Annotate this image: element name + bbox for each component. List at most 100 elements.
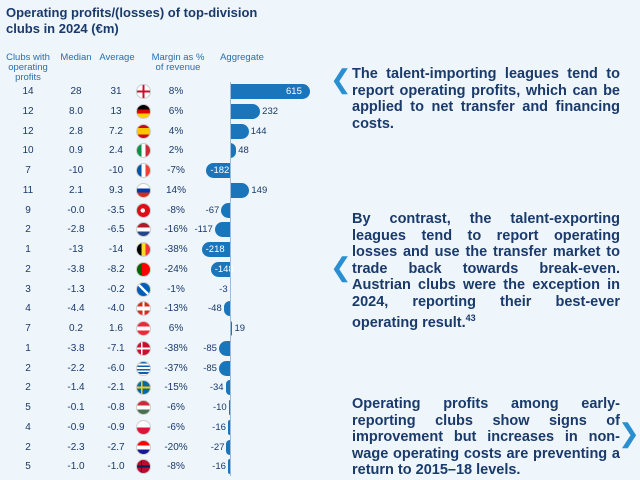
bar-label: -27 (210, 441, 225, 453)
average: -1.0 (107, 461, 125, 473)
median: 0.2 (69, 323, 83, 334)
margin: -8% (167, 204, 185, 216)
bar (218, 360, 230, 376)
margin: 8% (168, 86, 184, 97)
bar (210, 261, 230, 277)
average: 31 (110, 86, 122, 97)
margin: -16% (164, 224, 188, 236)
flag (136, 419, 151, 435)
arrow-left: ❮ (330, 64, 352, 94)
flag (136, 439, 151, 455)
bar (230, 123, 249, 139)
note: The talent-importing leagues tend to rep… (352, 66, 620, 132)
median: -1.0 (67, 461, 85, 473)
average: 2.4 (109, 145, 123, 157)
flag (136, 321, 151, 336)
clubs: 4 (25, 421, 31, 433)
margin: -15% (164, 382, 188, 394)
arrow-left: ❮ (330, 252, 352, 282)
median: -2.8 (67, 224, 85, 236)
median: -1.3 (67, 283, 85, 295)
note: By contrast, the talent-exporting league… (352, 211, 620, 331)
title: Operating profits/(losses) of top-divisi… (6, 5, 258, 36)
bar-label: 615 (286, 86, 302, 97)
average: -0.9 (107, 421, 125, 433)
average: -2.1 (107, 382, 125, 394)
median: 2.8 (69, 125, 83, 137)
bar (230, 143, 237, 159)
average: -14 (108, 244, 124, 255)
margin: 6% (168, 105, 184, 117)
median: -1.4 (67, 382, 85, 394)
note-text: The talent-importing leagues tend to rep… (352, 66, 620, 132)
bar (218, 340, 230, 356)
clubs: 3 (25, 283, 31, 295)
flag (136, 301, 151, 317)
margin: -6% (167, 421, 185, 433)
margin: 4% (168, 125, 184, 137)
flag (136, 360, 151, 376)
zero-line (230, 82, 231, 476)
median: 28 (70, 86, 82, 97)
clubs: 1 (25, 244, 31, 255)
average: -6.5 (107, 224, 125, 236)
margin: -13% (164, 303, 188, 315)
bar-label: 48 (238, 145, 249, 157)
arrow-right: ❯ (618, 418, 640, 448)
bar-label: -16 (212, 421, 226, 433)
flag (136, 143, 151, 159)
margin: -7% (167, 165, 185, 176)
bar-label: -16 (212, 461, 226, 473)
average: 7.2 (109, 125, 123, 137)
flag (136, 261, 151, 277)
bar (230, 182, 250, 198)
bar-label: -48 (208, 303, 222, 315)
bar-label: -117 (194, 224, 213, 236)
note-text: By contrast, the talent-exporting league… (352, 211, 620, 331)
flag (136, 163, 151, 178)
average: -6.0 (107, 362, 125, 374)
flag (136, 123, 151, 139)
clubs: 10 (22, 145, 34, 157)
margin: -24% (164, 263, 188, 275)
column-header: Margin as % of revenue (151, 52, 205, 73)
flag (136, 340, 151, 356)
bar-label: -10 (212, 402, 227, 413)
clubs: 7 (25, 165, 31, 176)
clubs: 5 (25, 461, 31, 473)
median: -3.8 (67, 342, 85, 354)
flag (136, 380, 151, 396)
clubs: 12 (22, 105, 34, 117)
note-text: Operating profits among early-reporting … (352, 396, 620, 478)
average: 13 (110, 105, 122, 117)
average: 9.3 (109, 184, 123, 196)
clubs: 2 (25, 263, 31, 275)
column-header: Median (60, 52, 92, 63)
flag (136, 459, 151, 475)
clubs: 1 (25, 342, 31, 354)
bar-label: -3 (219, 283, 228, 295)
median: -3.8 (67, 263, 85, 275)
median: 0.9 (69, 145, 83, 157)
clubs: 2 (25, 224, 31, 236)
bar (227, 419, 230, 435)
margin: -38% (164, 342, 188, 354)
median: -2.2 (67, 362, 85, 374)
flag (136, 400, 151, 415)
average: -7.1 (107, 342, 125, 354)
margin: -37% (164, 362, 188, 374)
median: -0.1 (67, 402, 85, 413)
bar (225, 380, 230, 396)
average: -4.0 (107, 303, 125, 315)
clubs: 2 (25, 382, 31, 394)
margin: 2% (168, 145, 184, 157)
clubs: 9 (25, 204, 31, 216)
average: -2.7 (107, 441, 125, 453)
flag (136, 103, 151, 119)
average: 1.6 (109, 323, 123, 334)
clubs: 12 (22, 125, 34, 137)
median: 8.0 (69, 105, 83, 117)
bar (230, 84, 310, 99)
median: 2.1 (69, 184, 83, 196)
median: -13 (68, 244, 84, 255)
